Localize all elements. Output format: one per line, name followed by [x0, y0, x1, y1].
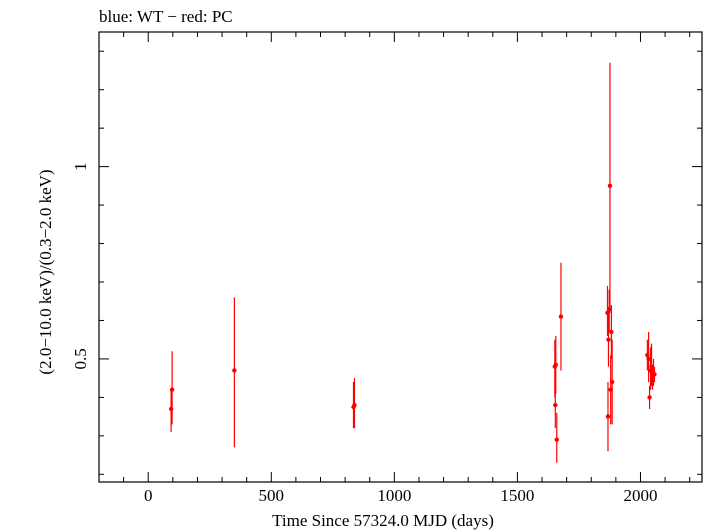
- data-point: [652, 372, 657, 377]
- data-point: [558, 314, 564, 319]
- data-points: [168, 62, 657, 463]
- x-tick-label: 1000: [377, 486, 411, 505]
- data-point: [553, 402, 558, 408]
- data-point: [553, 362, 559, 367]
- data-point: [352, 402, 357, 408]
- data-point: [609, 379, 615, 385]
- data-point: [609, 329, 614, 335]
- x-tick-label: 2000: [623, 486, 657, 505]
- data-point: [554, 437, 559, 442]
- data-point: [232, 368, 237, 373]
- data-point: [605, 414, 611, 419]
- data-point: [169, 387, 175, 392]
- y-axis-ticks: 0.51: [71, 50, 702, 475]
- data-point: [647, 395, 652, 400]
- x-axis-label: Time Since 57324.0 MJD (days): [272, 511, 494, 530]
- data-point: [607, 306, 612, 312]
- x-tick-label: 0: [144, 486, 153, 505]
- y-axis-label: (2.0−10.0 keV)/(0.3−2.0 keV): [36, 169, 55, 374]
- data-point: [606, 337, 611, 342]
- y-tick-label: 0.5: [71, 348, 90, 369]
- plot-frame: [98, 31, 703, 483]
- x-axis-ticks: 0 500 1000 1500 2000: [123, 32, 691, 505]
- data-point: [607, 183, 613, 189]
- x-tick-label: 500: [259, 486, 285, 505]
- y-tick-label: 1: [71, 162, 90, 171]
- data-point: [646, 356, 651, 362]
- x-tick-label: 1500: [500, 486, 534, 505]
- chart-title: blue: WT − red: PC: [99, 7, 233, 26]
